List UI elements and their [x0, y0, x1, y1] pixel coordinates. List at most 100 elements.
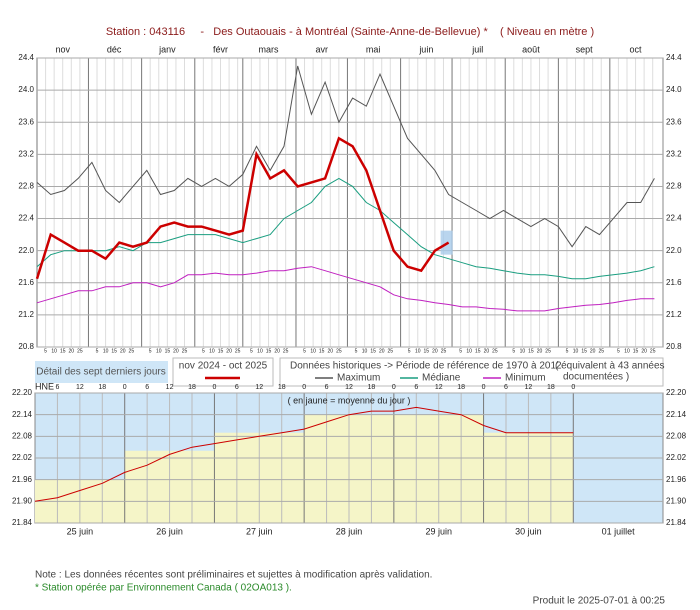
day-label: 20	[432, 348, 438, 354]
day-label: 28 juin	[336, 526, 363, 536]
hour-label: 18	[188, 384, 196, 391]
hour-label: 6	[325, 384, 329, 391]
hour-label: 12	[76, 384, 84, 391]
day-label: 25	[77, 348, 83, 354]
y-tick-label: 22.8	[666, 182, 682, 191]
day-label: 27 juin	[246, 526, 273, 536]
day-label: 10	[209, 348, 215, 354]
day-label: 20	[327, 348, 333, 354]
day-label: 10	[103, 348, 109, 354]
day-label: 15	[266, 348, 272, 354]
y-tick-label: 22.14	[666, 410, 687, 419]
day-label: 29 juin	[425, 526, 452, 536]
day-label: 25	[492, 348, 498, 354]
day-label: 20	[484, 348, 490, 354]
hour-label: 12	[345, 384, 353, 391]
day-label: 15	[581, 348, 587, 354]
series-line	[36, 266, 655, 312]
day-label: 5	[355, 348, 358, 354]
y-tick-label: 22.08	[12, 431, 33, 440]
y-tick-label: 21.84	[12, 518, 33, 527]
day-label: 20	[69, 348, 75, 354]
day-label: 25	[235, 348, 241, 354]
y-tick-label: 22.14	[12, 410, 33, 419]
day-label: 5	[250, 348, 253, 354]
series-line	[36, 177, 655, 280]
hour-label: 18	[98, 384, 106, 391]
y-tick-label: 21.90	[666, 496, 687, 505]
day-label: 15	[370, 348, 376, 354]
series-line	[36, 65, 655, 248]
legend-historic: Données historiques -> Période de référe…	[290, 361, 562, 372]
day-label: 25	[545, 348, 551, 354]
y-tick-label: 22.02	[12, 453, 33, 462]
y-tick-label: 23.2	[18, 149, 34, 158]
day-label: 10	[624, 348, 630, 354]
hour-label: 18	[457, 384, 465, 391]
month-label: mai	[366, 44, 381, 54]
month-label: juin	[418, 44, 433, 54]
day-label: 10	[415, 348, 421, 354]
series-line	[34, 406, 574, 502]
day-label: 15	[165, 348, 171, 354]
legend-equiv: documentées )	[563, 372, 629, 383]
hour-label: 0	[482, 384, 486, 391]
hour-label: 12	[435, 384, 443, 391]
y-tick-label: 21.2	[18, 310, 34, 319]
day-label: 25	[598, 348, 604, 354]
y-tick-label: 21.96	[12, 475, 33, 484]
y-tick-label: 22.0	[18, 246, 34, 255]
hour-label: 18	[368, 384, 376, 391]
day-label: 15	[319, 348, 325, 354]
day-label: 01 juillet	[602, 526, 636, 536]
y-tick-label: 22.4	[666, 214, 682, 223]
month-label: sept	[576, 44, 594, 54]
day-label: 30 juin	[515, 526, 542, 536]
y-tick-label: 20.8	[666, 342, 682, 351]
day-label: 5	[44, 348, 47, 354]
legend-box	[279, 357, 664, 387]
y-tick-label: 24.4	[666, 53, 682, 62]
day-label: 15	[218, 348, 224, 354]
legend-label: Minimum	[505, 373, 546, 384]
annotation: ( en jaune = moyenne du jour )	[288, 395, 411, 405]
y-tick-label: 24.4	[18, 53, 34, 62]
y-tick-label: 21.84	[666, 518, 687, 527]
y-tick-label: 21.6	[18, 278, 34, 287]
y-tick-label: 23.6	[666, 117, 682, 126]
legend-box	[172, 357, 274, 387]
day-label: 25	[650, 348, 656, 354]
day-label: 25	[441, 348, 447, 354]
y-tick-label: 24.0	[666, 85, 682, 94]
hour-label: 6	[504, 384, 508, 391]
day-label: 25 juin	[67, 526, 94, 536]
hour-label: 6	[145, 384, 149, 391]
hour-label: 18	[278, 384, 286, 391]
hour-label: 0	[302, 384, 306, 391]
day-label: 25	[336, 348, 342, 354]
month-label: févr	[213, 44, 228, 54]
hour-label: 6	[235, 384, 239, 391]
day-label: 5	[96, 348, 99, 354]
day-label: 15	[60, 348, 66, 354]
y-tick-label: 21.96	[666, 475, 687, 484]
day-label: 20	[379, 348, 385, 354]
day-label: 20	[641, 348, 647, 354]
y-tick-label: 23.2	[666, 149, 682, 158]
y-tick-label: 21.6	[666, 278, 682, 287]
hour-label: 6	[55, 384, 59, 391]
title: Station : 043116 - Des Outaouais - à Mon…	[106, 26, 594, 38]
day-label: 15	[111, 348, 117, 354]
hour-label: 12	[255, 384, 263, 391]
day-label: 20	[537, 348, 543, 354]
hour-unit: HNE	[35, 381, 54, 391]
y-tick-label: 24.0	[18, 85, 34, 94]
hour-label: 12	[525, 384, 533, 391]
hour-label: 12	[166, 384, 174, 391]
day-label: 5	[459, 348, 462, 354]
note: Note : Les données récentes sont prélimi…	[35, 570, 432, 581]
legend-label: Médiane	[422, 373, 461, 384]
y-tick-label: 20.8	[18, 342, 34, 351]
day-label: 25	[129, 348, 135, 354]
month-label: août	[522, 44, 540, 54]
